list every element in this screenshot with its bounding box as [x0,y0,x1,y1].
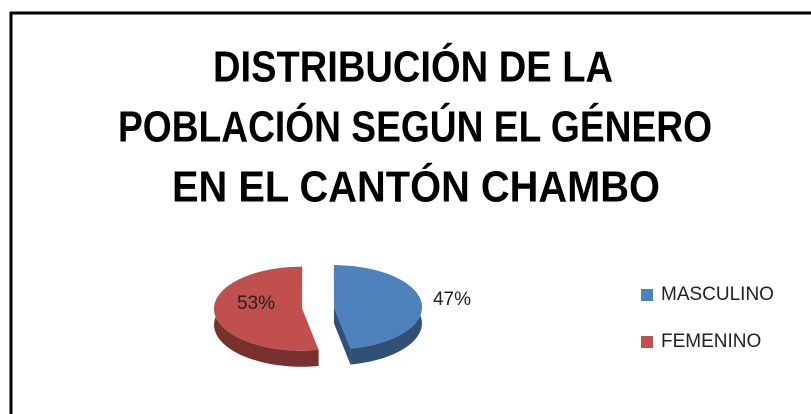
legend-swatch [641,289,653,301]
chart-title: EN EL CANTÓN CHAMBO [172,162,660,212]
data-label: 53% [237,293,275,314]
slice [214,266,319,351]
chart-title: DISTRIBUCIÓN DE LA [213,42,613,92]
chart-title: POBLACIÓN SEGÚN EL GÉNERO [118,102,712,152]
chart-frame [9,11,811,414]
legend-swatch [641,336,653,348]
legend-label: FEMENINO [661,331,761,352]
slice [333,265,422,349]
legend-label: MASCULINO [661,284,774,305]
slice-side [333,307,351,365]
data-label: 47% [433,289,471,310]
